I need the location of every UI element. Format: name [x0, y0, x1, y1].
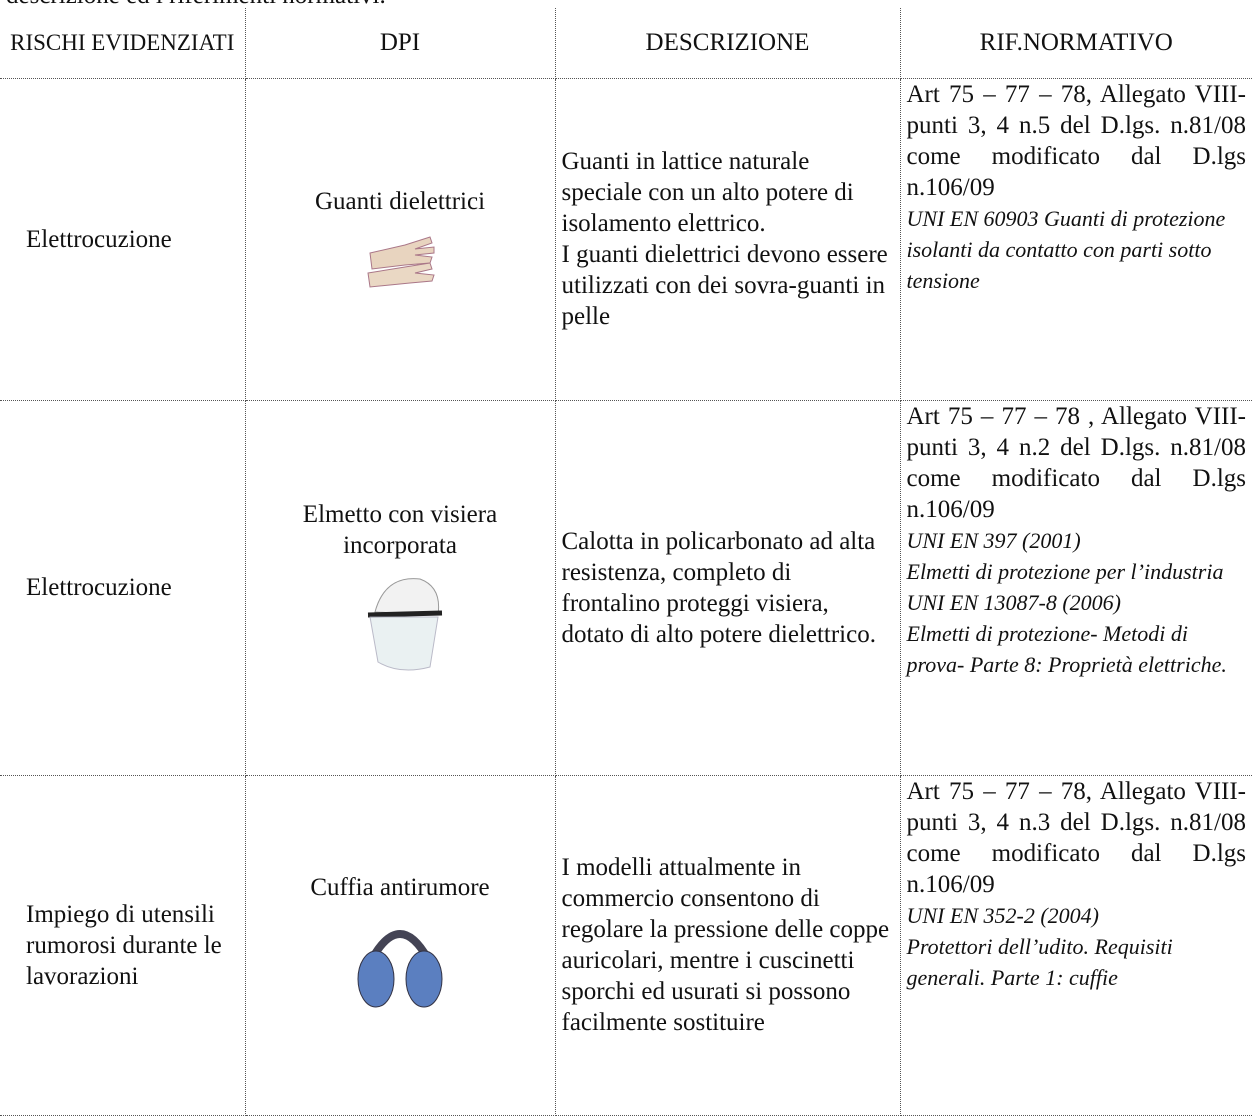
reference: Art 75 – 77 – 78, Allegato VIII-punti 3,…: [906, 777, 1247, 898]
standard: UNI EN 352-2 (2004): [906, 902, 1099, 928]
dpi: Elmetto con visiera incorporata: [302, 500, 498, 559]
risk: Elettrocuzione: [0, 77, 246, 401]
risk: Impiego di utensili rumorosi durante le …: [0, 774, 246, 1116]
header-cell: DESCRIZIONE: [554, 8, 901, 79]
reference: Art 75 – 77 – 78, Allegato VIII-punti 3,…: [906, 80, 1247, 201]
reference-cell: Art 75 – 77 – 78, Allegato VIII-punti 3,…: [899, 774, 1252, 1116]
standard: UNI EN 60903 Guanti di protezione isolan…: [906, 205, 1226, 293]
standard: UNI EN 13087-8 (2006): [906, 589, 1121, 615]
reference-cell: Art 75 – 77 – 78, Allegato VIII-punti 3,…: [899, 77, 1252, 401]
description: I modelli attualmente in commercio conse…: [561, 854, 890, 1036]
header-cell: RISCHI EVIDENZIATI: [0, 8, 246, 79]
description: I guanti dielettrici devono essere utili…: [561, 241, 888, 330]
dpi-cell: Cuffia antirumore: [244, 774, 556, 1116]
dpi-cell: Elmetto con visiera incorporata: [244, 399, 556, 776]
dpi-cell: Guanti dielettrici: [244, 77, 556, 401]
standard: Elmetti di protezione- Metodi di prova- …: [906, 620, 1227, 677]
standard: UNI EN 397 (2001): [906, 527, 1081, 553]
header-cell: DPI: [244, 8, 556, 79]
dpi-table: RISCHI EVIDENZIATI DPI DESCRIZIONE RIF.N…: [0, 8, 1252, 1116]
description-cell: Guanti in lattice naturale speciale con …: [554, 77, 901, 401]
description: Calotta in policarbonato ad alta resiste…: [561, 527, 876, 648]
standard: Elmetti di protezione per l’industria: [906, 558, 1224, 584]
reference-cell: Art 75 – 77 – 78 , Allegato VIII-punti 3…: [899, 399, 1252, 776]
reference: Art 75 – 77 – 78 , Allegato VIII-punti 3…: [906, 402, 1247, 523]
header-cell: RIF.NORMATIVO: [899, 8, 1252, 79]
description: Guanti in lattice naturale speciale con …: [561, 148, 854, 237]
standard: Protettori dell’udito. Requisiti general…: [906, 933, 1173, 990]
description-cell: I modelli attualmente in commercio conse…: [554, 774, 901, 1116]
description-cell: Calotta in policarbonato ad alta resiste…: [554, 399, 901, 776]
dpi: Cuffia antirumore: [310, 873, 490, 901]
intro-text: descrizione ed i riferimenti normativi.: [6, 0, 386, 10]
dpi: Guanti dielettrici: [314, 187, 486, 215]
risk: Elettrocuzione: [0, 399, 246, 776]
helmet-icon: [367, 577, 443, 671]
gloves-icon: [367, 235, 435, 288]
earmuff-icon: [357, 929, 443, 1007]
